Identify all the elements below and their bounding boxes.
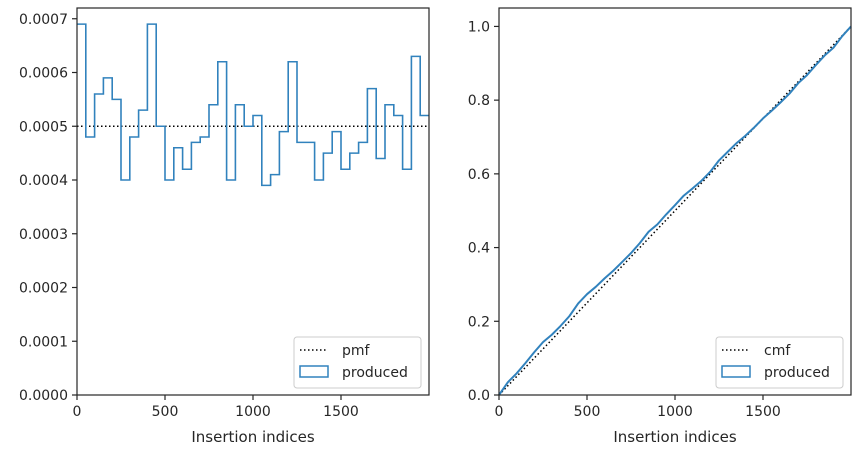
pmf-y-ticks: 0.0000 0.0001 0.0002 0.0003 0.0004 0.0005 0.00…: [19, 12, 77, 404]
cmf-x-tick-label: 0: [495, 404, 504, 420]
cmf-y-tick-label: 0.6: [468, 167, 490, 183]
pmf-y-tick-label: 0.0006: [19, 66, 68, 82]
pmf-x-tick-label: 1500: [323, 404, 359, 420]
pmf-y-tick-label: 0.0005: [19, 119, 68, 135]
pmf-y-tick-label: 0.0002: [19, 281, 68, 297]
pmf-y-tick-label: 0.0003: [19, 227, 68, 243]
cmf-legend-label: cmf: [764, 343, 791, 359]
produced-step-histogram: [77, 23, 429, 187]
pmf-legend-label: pmf: [342, 343, 371, 359]
cmf-reference-line: [498, 25, 852, 396]
pmf-x-tick-label: 0: [73, 404, 82, 420]
pmf-x-tick-label: 500: [152, 404, 179, 420]
cmf-y-ticks: 0.0 0.2 0.4 0.6 0.8 1.0: [468, 19, 499, 404]
pmf-y-tick-label: 0.0001: [19, 334, 68, 350]
pmf-x-tick-label: 1000: [235, 404, 271, 420]
pmf-panel: 0 500 1000 1500 0.00000.00010.00020.00030.0…: [19, 7, 430, 446]
pmf-plot-marks: [77, 23, 429, 187]
pmf-x-axis-label: Insertion indices: [191, 428, 314, 446]
pmf-y-tick-label: 0.0000: [19, 388, 68, 404]
pmf-legend: pmf produced: [293, 336, 422, 389]
produced-cumulative-legend-swatch: [721, 365, 751, 378]
cmf-y-tick-label: 0.2: [468, 314, 490, 330]
cmf-plot-marks: [498, 25, 852, 396]
pmf-legend-box: [293, 336, 422, 389]
cmf-y-tick-label: 0.0: [468, 388, 490, 404]
cmf-y-tick-label: 0.4: [468, 241, 490, 257]
produced-legend-swatch: [299, 365, 329, 378]
cmf-legend: cmf produced: [715, 336, 844, 389]
pmf-y-tick-label: 0.0007: [19, 12, 68, 28]
cmf-legend-box: [715, 336, 844, 389]
pmf-y-tick-label: 0.0004: [19, 173, 68, 189]
cmf-y-tick-label: 1.0: [468, 19, 490, 35]
produced-cumulative-line: [498, 25, 852, 396]
cmf-x-tick-label: 500: [574, 404, 601, 420]
cmf-x-tick-label: 1000: [657, 404, 693, 420]
produced-legend-label: produced: [342, 365, 408, 381]
cmf-panel: 0 500 1000 1500 0.0 0.2 0.4 0.6 0.8 1.0 Insertio…: [468, 7, 852, 446]
cmf-x-axis-label: Insertion indices: [613, 428, 736, 446]
pmf-x-ticks: 0 500 1000 1500: [73, 395, 359, 420]
cmf-y-tick-label: 0.8: [468, 93, 490, 109]
cmf-x-ticks: 0 500 1000 1500: [495, 395, 781, 420]
cmf-x-tick-label: 1500: [745, 404, 781, 420]
produced-cumulative-legend-label: produced: [764, 365, 830, 381]
